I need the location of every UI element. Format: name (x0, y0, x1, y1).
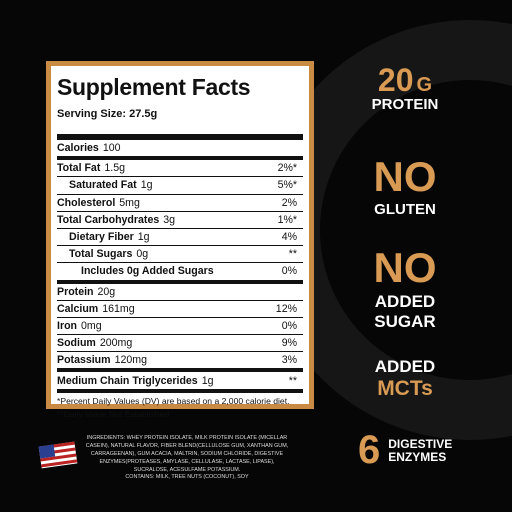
nutrient-amount: 1.5g (104, 162, 125, 175)
nutrient-row: Calcium 161mg 12% (57, 301, 303, 318)
claim-text: PROTEIN (371, 96, 439, 113)
nutrient-amount: 200mg (99, 337, 133, 350)
nutrient-amount: 5mg (119, 196, 140, 209)
claim: ADDED MCTs (330, 357, 480, 401)
nutrient-row: Total Fat 1.5g 2%* (57, 160, 303, 178)
daily-value: 1%* (277, 213, 297, 226)
nutrient-name: Protein (57, 285, 94, 298)
background-logo (300, 20, 512, 440)
claim-text: SUGAR (374, 312, 436, 331)
supplement-panel: Supplement Facts Serving Size: 27.5g Cal… (46, 61, 314, 419)
daily-value: 0% (281, 319, 297, 332)
nutrient-row: Includes 0g Added Sugars 0% (57, 263, 303, 284)
contains: CONTAINS: MILK, TREE NUTS (COCONUT), SOY (125, 474, 249, 480)
nutrient-name: Dietary Fiber (69, 231, 134, 244)
nutrient-row: Cholesterol 5mg 2% (57, 195, 303, 212)
claim: 20 G PROTEIN (330, 62, 480, 113)
claim-big: NO (373, 153, 437, 200)
panel-title: Supplement Facts (57, 74, 251, 100)
nutrient-amount: 120mg (114, 354, 147, 367)
nutrient-name: Saturated Fat (69, 179, 137, 192)
nutrient-name: Includes 0g Added Sugars (81, 265, 214, 278)
nutrient-amount: 1g (201, 374, 214, 387)
claim: NO GLUTEN (330, 153, 480, 218)
nutrient-name: Calcium (57, 302, 99, 315)
footnote: *Percent Daily Values (DV) are based on … (57, 395, 290, 406)
nutrient-name: Calories (57, 142, 99, 155)
nutrient-amount: 100 (102, 142, 121, 155)
nutrient-name: Cholesterol (57, 196, 116, 209)
nutrient-amount: 20g (97, 285, 116, 298)
nutrient-amount: 1g (140, 179, 153, 192)
nutrient-name: Total Carbohydrates (57, 213, 160, 226)
daily-value: 2% (281, 196, 297, 209)
ingredients: INGREDIENTS: WHEY PROTEIN ISOLATE, MILK … (85, 435, 289, 473)
nutrient-row: Saturated Fat 1g 5%* (57, 177, 303, 195)
claim: 6 DIGESTIVE ENZYMES (358, 428, 452, 473)
claim-small: G (416, 74, 433, 96)
nutrient-row: Dietary Fiber 1g 4% (57, 229, 303, 247)
daily-value: ** (288, 248, 297, 261)
nutrient-row: Sodium 200mg 9% (57, 335, 303, 353)
rows: Calories 100 Total Fat 1.5g 2%* Saturated Fat… (57, 140, 303, 393)
nutrient-row: Medium Chain Triglycerides 1g ** (57, 372, 303, 393)
daily-value: 9% (281, 337, 297, 350)
daily-value: 2%* (277, 162, 297, 175)
daily-value: 12% (275, 302, 297, 315)
nutrient-name: Iron (57, 319, 78, 332)
footnote: **Daily Value Not Established (57, 408, 170, 419)
daily-value: 4% (281, 231, 297, 244)
daily-value: 0% (281, 265, 297, 278)
daily-value: 3% (281, 354, 297, 367)
nutrient-amount: 1g (137, 231, 150, 244)
nutrient-amount: 0mg (81, 319, 102, 332)
nutrient-row: Total Carbohydrates 3g 1%* (57, 212, 303, 229)
serving-size: Serving Size: 27.5g (57, 108, 303, 140)
nutrient-name: Potassium (57, 354, 111, 367)
claim-text: DIGESTIVE (388, 436, 453, 451)
claim-big: 20 (377, 62, 414, 98)
claim-text: GLUTEN (374, 201, 436, 218)
nutrient-row: Potassium 120mg 3% (57, 352, 303, 373)
claim-big: NO (373, 244, 437, 291)
claim-big: 6 (358, 428, 381, 472)
daily-value: 5%* (277, 179, 297, 192)
nutrient-name: Medium Chain Triglycerides (57, 374, 198, 387)
claim-text: ENZYMES (388, 449, 447, 464)
nutrient-amount: 3g (163, 213, 176, 226)
daily-value: ** (288, 374, 297, 387)
nutrient-amount: 161mg (102, 302, 135, 315)
nutrient-amount: 0g (136, 248, 149, 261)
claim-text: ADDED (374, 357, 436, 376)
nutrient-name: Total Sugars (69, 248, 133, 261)
nutrient-row: Calories 100 (57, 140, 303, 161)
nutrient-row: Protein 20g (57, 284, 303, 301)
usa-flag-icon (38, 441, 78, 469)
claim-text: ADDED (374, 292, 436, 311)
nutrient-row: Iron 0mg 0% (57, 318, 303, 336)
nutrient-name: Total Fat (57, 162, 101, 175)
nutrient-name: Sodium (57, 337, 96, 350)
claim: NO ADDED SUGAR (330, 244, 480, 332)
claim-big: MCTs (377, 377, 433, 400)
nutrient-row: Total Sugars 0g ** (57, 246, 303, 264)
